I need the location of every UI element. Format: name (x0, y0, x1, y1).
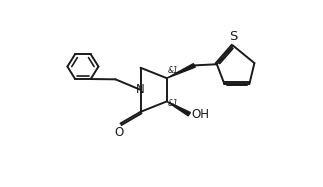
Polygon shape (167, 64, 195, 78)
Text: N: N (136, 83, 144, 96)
Text: O: O (115, 126, 124, 139)
Text: &1: &1 (168, 66, 178, 75)
Polygon shape (167, 101, 191, 116)
Text: &1: &1 (168, 99, 178, 108)
Text: OH: OH (191, 108, 209, 121)
Text: S: S (229, 30, 237, 43)
